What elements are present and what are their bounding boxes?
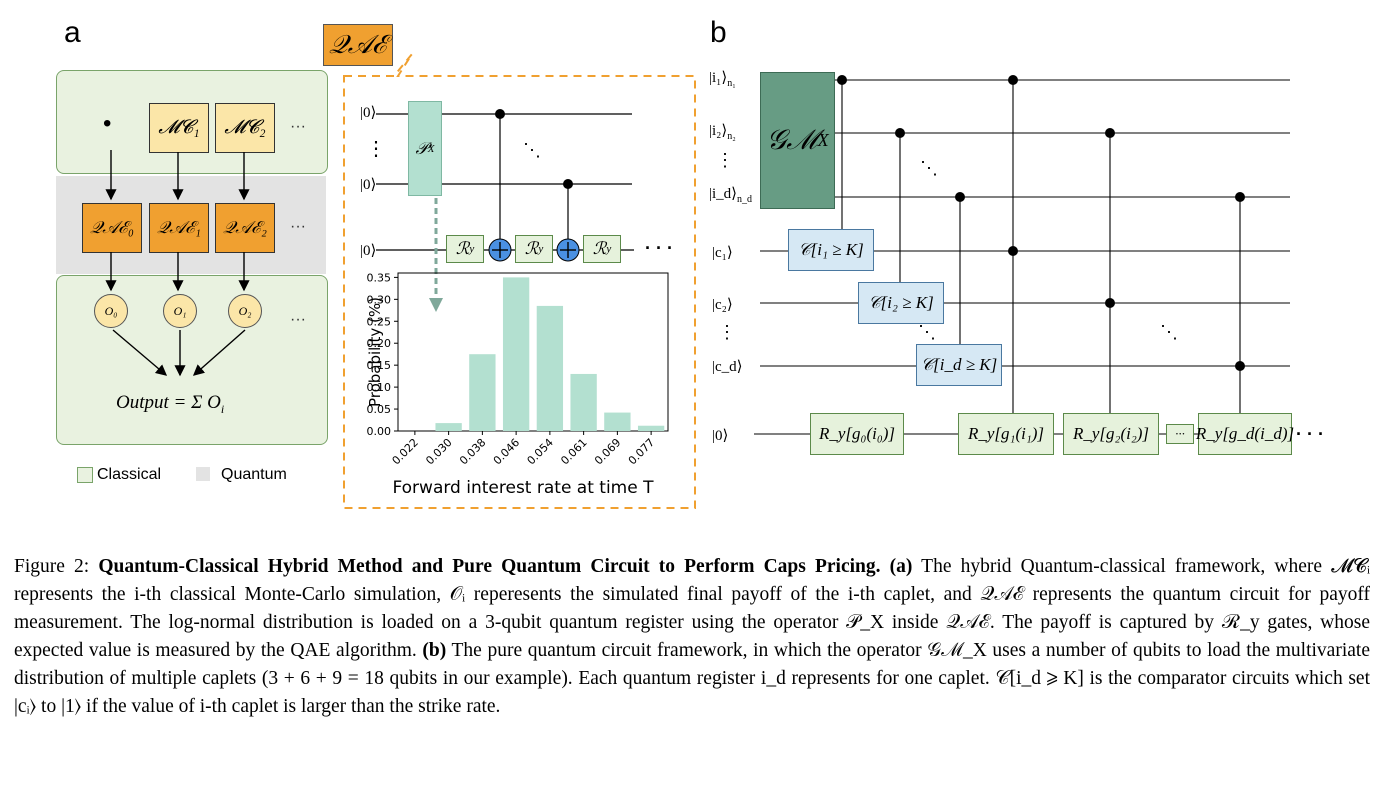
- qae-box-1: 𝒬𝒜ℰ₁: [149, 203, 209, 253]
- chart-ytick-label: 0.35: [367, 271, 392, 284]
- qae-box-0: 𝒬𝒜ℰ₀: [82, 203, 142, 253]
- output-ellipsis: ···: [290, 311, 306, 328]
- comparator-gate-1: 𝒞[i₁ ≥ K]: [788, 229, 874, 271]
- ket-zero: |0⟩: [712, 428, 729, 444]
- ket-id: |i_d⟩n_d: [709, 186, 753, 205]
- qae-trailing-dots: · · ·: [645, 238, 673, 258]
- ket-i1: |i₁⟩n₁: [709, 70, 736, 89]
- ry-g2-gate: R_y[g₂(i₂)]: [1063, 413, 1159, 455]
- diag-dots-right: ⋱: [1160, 322, 1178, 342]
- chart-ytick-label: 0.10: [367, 381, 392, 394]
- mc-box-2: 𝓜𝓒₂: [215, 103, 275, 153]
- qae-box-2: 𝒬𝒜ℰ₂: [215, 203, 275, 253]
- qae-ket-2: |0⟩: [360, 243, 377, 259]
- output-circle-1: O₁: [163, 294, 197, 328]
- mc-dot: •: [103, 110, 112, 137]
- chart-ylabel: Probability (%): [366, 297, 384, 407]
- chart-xtick-label: 0.030: [423, 436, 454, 467]
- chart-bar: [469, 354, 496, 431]
- chart-ytick-label: 0.20: [367, 337, 392, 350]
- legend-classical-label: Classical: [97, 466, 162, 483]
- chart-bar: [570, 373, 597, 431]
- output-formula: Output = Σ Oi: [116, 392, 225, 416]
- qae-ket-1: |0⟩: [360, 177, 377, 193]
- qae-diag-dots: ⋱: [523, 140, 541, 160]
- caption-b-tag: (b): [422, 640, 447, 661]
- qae-ellipsis: ···: [290, 218, 306, 235]
- ket-vdots-1: ⋮: [716, 150, 734, 170]
- ket-vdots-2: ⋮: [718, 322, 736, 342]
- comparator-gate-d: 𝒞[i_d ≥ K]: [916, 344, 1002, 386]
- chart-ytick-label: 0.25: [367, 315, 392, 328]
- chart-xtick-label: 0.077: [626, 436, 657, 467]
- panel-a-arrows: [105, 150, 250, 377]
- ry-gd-gate: R_y[g_d(i_d)]: [1196, 413, 1294, 455]
- output-circle-0: O₀: [94, 294, 128, 328]
- chart-bar: [604, 412, 631, 431]
- chart-ytick-label: 0.15: [367, 359, 392, 372]
- chart-xtick-label: 0.054: [525, 436, 556, 467]
- ket-i2: |i₂⟩n₂: [709, 123, 736, 142]
- diag-dots-upper: ⋱: [920, 158, 938, 178]
- caption-b-text: The pure quantum circuit framework, in w…: [14, 640, 1370, 717]
- panel-b-label: b: [710, 16, 727, 49]
- legend-quantum-label: Quantum: [221, 466, 287, 483]
- circuit-b-wires: [754, 75, 1290, 435]
- caption-title: Quantum-Classical Hybrid Method and Pure…: [98, 556, 881, 577]
- probability-chart: 0.000.050.100.150.200.250.300.350.022 0.0…: [366, 271, 669, 498]
- legend-classical-swatch: [77, 467, 93, 483]
- qae-ket-0: |0⟩: [360, 105, 377, 121]
- comparator-gate-2: 𝒞[i₂ ≥ K]: [858, 282, 944, 324]
- chart-xtick-label: 0.069: [592, 436, 623, 467]
- caption-prefix: Figure 2:: [14, 556, 99, 577]
- circuit-trailing-dots: · · ·: [1296, 424, 1324, 444]
- ket-c2: |c₂⟩: [712, 297, 733, 313]
- legend-quantum-swatch: [196, 467, 210, 481]
- chart-xtick-label: 0.046: [491, 436, 522, 467]
- chart-frame: [397, 272, 669, 432]
- ry-ellipsis-gate: ···: [1166, 424, 1194, 444]
- chart-xtick-label: 0.022: [390, 436, 421, 467]
- mc-ellipsis: ···: [290, 118, 306, 135]
- panel-a-label: a: [64, 16, 81, 49]
- chart-xlabel: Forward interest rate at time T: [392, 478, 654, 498]
- ry-g0-gate: R_y[g₀(i₀)]: [810, 413, 904, 455]
- chart-xtick-label: 0.061: [558, 436, 589, 467]
- ket-c1: |c₁⟩: [712, 245, 733, 261]
- chart-xtick-label: 0.038: [457, 436, 488, 467]
- chart-ytick-label: 0.30: [367, 293, 392, 306]
- qae-ket-vdots: ⋮: [366, 138, 386, 160]
- chart-ytick-label: 0.00: [367, 425, 392, 438]
- chart-bar: [435, 423, 462, 431]
- chart-bar: [502, 277, 530, 431]
- gm-gate: 𝒢ℳ X: [760, 72, 835, 209]
- output-circle-2: O₂: [228, 294, 262, 328]
- ket-cd: |c_d⟩: [712, 359, 743, 375]
- chart-ytick-label: 0.05: [367, 403, 392, 416]
- figure-caption: Figure 2: Quantum-Classical Hybrid Metho…: [14, 553, 1370, 721]
- caption-a-text: The hybrid Quantum-classical framework, …: [14, 556, 1371, 661]
- qae-zoom-label: 𝒬𝒜ℰ: [323, 24, 393, 66]
- caption-a-tag: (a): [889, 556, 913, 577]
- mc-box-1: 𝓜𝓒₁: [149, 103, 209, 153]
- chart-bar: [536, 305, 564, 431]
- diag-dots-lower: ⋱: [918, 322, 936, 342]
- ry-g1-gate: R_y[g₁(i₁)]: [958, 413, 1054, 455]
- chart-bar: [637, 425, 665, 431]
